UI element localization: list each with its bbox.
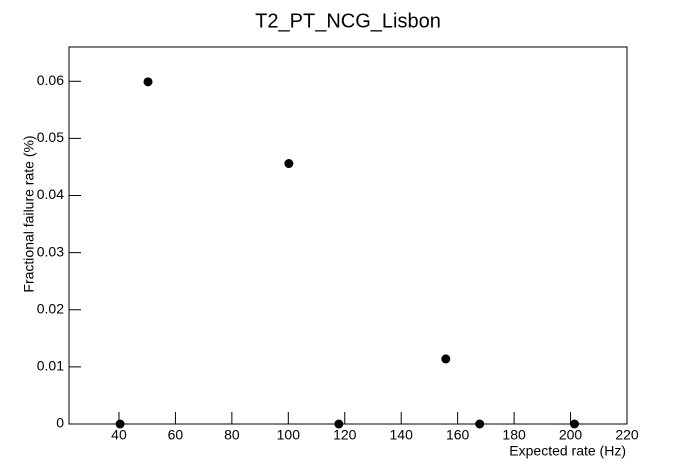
x-tick-label: 220 [615, 427, 639, 443]
x-tick-label: 160 [446, 427, 470, 443]
x-tick-label: 80 [224, 427, 240, 443]
y-tick-label: 0.05 [37, 129, 64, 145]
point [441, 354, 451, 364]
point [284, 159, 294, 169]
y-tick-label: 0.03 [37, 243, 64, 259]
point [334, 419, 344, 429]
plot-frame [68, 46, 628, 425]
x-tick-label: 140 [390, 427, 414, 443]
point [570, 419, 580, 429]
y-tick-label: 0.06 [37, 72, 64, 88]
x-axis-label: Expected rate (Hz) [509, 443, 626, 459]
y-tick-label: 0.02 [37, 300, 64, 316]
x-tick-label: 40 [111, 427, 127, 443]
point [143, 77, 153, 87]
point [115, 419, 125, 429]
x-tick-label: 120 [333, 427, 357, 443]
y-tick-label: 0.01 [37, 358, 64, 374]
y-axis-label: Fractional failure rate (%) [21, 135, 37, 292]
chart-title: T2_PT_NCG_Lisbon [255, 10, 441, 32]
point [475, 419, 485, 429]
x-tick-label: 100 [277, 427, 301, 443]
y-tick-label: 0.04 [37, 186, 64, 202]
x-tick-label: 60 [168, 427, 184, 443]
x-tick-label: 180 [502, 427, 526, 443]
y-tick-label: 0 [56, 415, 64, 431]
x-tick-label: 200 [559, 427, 583, 443]
